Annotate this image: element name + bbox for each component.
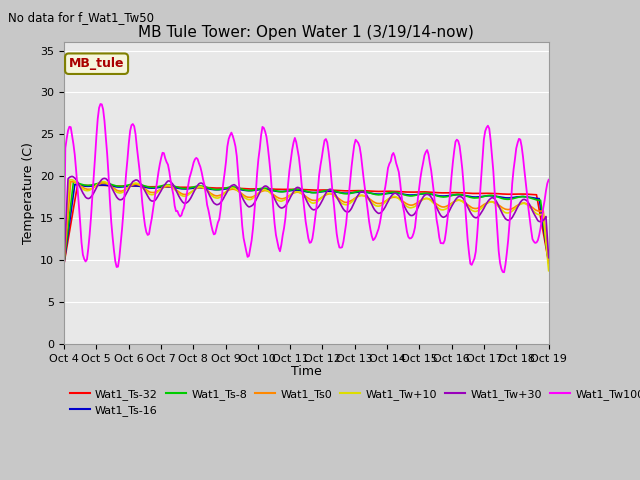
Y-axis label: Temperature (C): Temperature (C): [22, 142, 35, 244]
Text: MB_tule: MB_tule: [69, 57, 124, 70]
Text: No data for f_Wat1_Tw50: No data for f_Wat1_Tw50: [8, 11, 154, 24]
X-axis label: Time: Time: [291, 365, 322, 378]
Title: MB Tule Tower: Open Water 1 (3/19/14-now): MB Tule Tower: Open Water 1 (3/19/14-now…: [138, 24, 474, 39]
Legend: Wat1_Ts-32, Wat1_Ts-16, Wat1_Ts-8, Wat1_Ts0, Wat1_Tw+10, Wat1_Tw+30, Wat1_Tw100: Wat1_Ts-32, Wat1_Ts-16, Wat1_Ts-8, Wat1_…: [70, 389, 640, 416]
